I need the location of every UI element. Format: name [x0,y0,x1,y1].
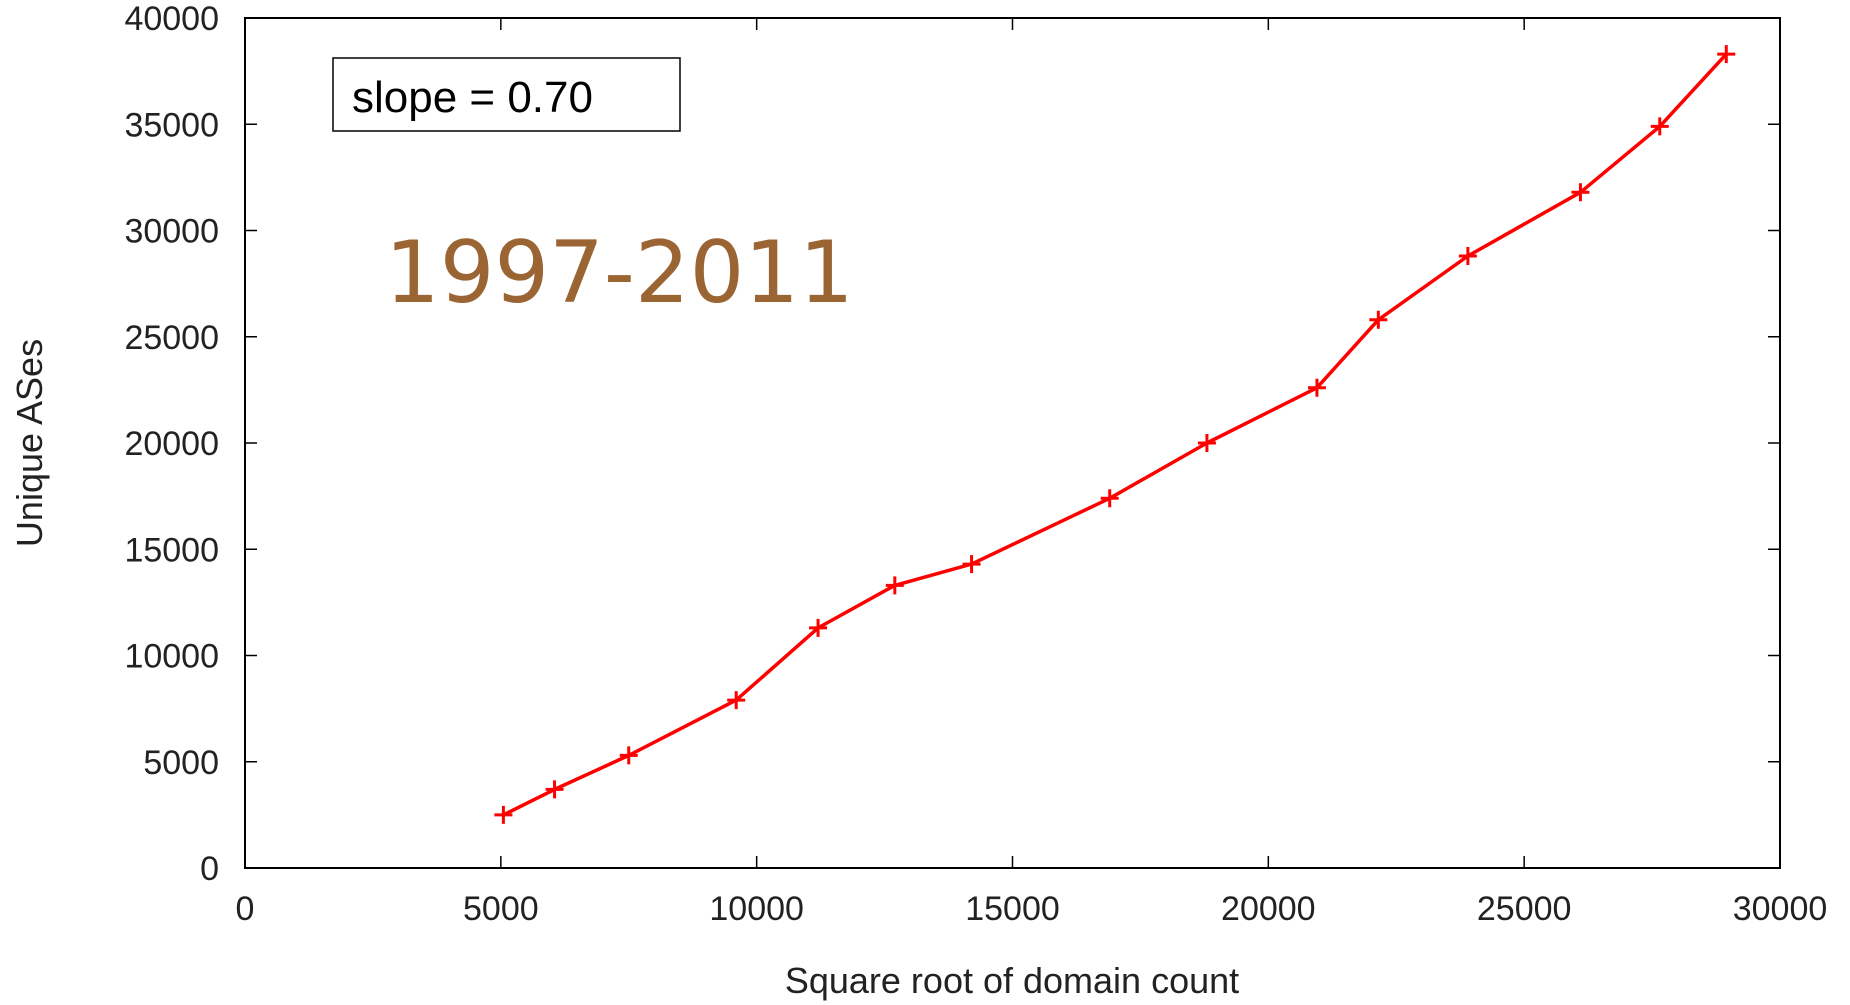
data-point [962,555,981,574]
plot-frame [244,17,1781,869]
period-label: 1997-2011 [385,223,854,323]
x-tick-label: 20000 [1221,890,1316,928]
data-point [1307,378,1326,397]
y-tick-label: 30000 [124,213,219,251]
slope-annotation: slope = 0.70 [332,57,681,132]
x-tick-label: 10000 [709,890,804,928]
series-markers [494,45,1736,824]
y-tick-label: 20000 [124,425,219,463]
data-point [1571,183,1590,202]
data-point [727,691,746,710]
x-axis-title: Square root of domain count [785,960,1239,1001]
y-axis-title: Unique ASes [9,339,50,547]
x-tick-label: 25000 [1477,890,1572,928]
data-point [545,780,564,799]
x-axis-ticks: 0 5000 10000 15000 20000 25000 30000 [236,18,1828,928]
y-tick-label: 15000 [124,531,219,569]
slope-label: slope = 0.70 [352,73,593,122]
data-point [1197,434,1216,452]
y-tick-label: 40000 [124,0,219,38]
data-point [1369,310,1388,329]
y-tick-label: 0 [200,850,219,888]
data-point [809,618,828,637]
y-tick-label: 10000 [124,638,219,676]
data-point [1458,247,1477,265]
x-tick-label: 15000 [965,890,1060,928]
y-tick-label: 35000 [124,106,219,144]
x-tick-label: 5000 [463,890,539,928]
series-line [502,52,1728,817]
y-axis-ticks: 0 5000 10000 15000 20000 25000 30000 35000 40000 [124,0,1780,888]
x-tick-label: 30000 [1733,890,1828,928]
data-point [494,805,513,824]
data-point [1100,489,1119,508]
y-tick-label: 5000 [143,744,219,782]
y-tick-label: 25000 [124,319,219,357]
data-point [1650,117,1669,136]
x-tick-label: 0 [236,890,255,928]
data-point [1717,45,1736,64]
data-point [619,746,638,765]
slope-box [332,57,681,132]
data-point [885,576,904,595]
